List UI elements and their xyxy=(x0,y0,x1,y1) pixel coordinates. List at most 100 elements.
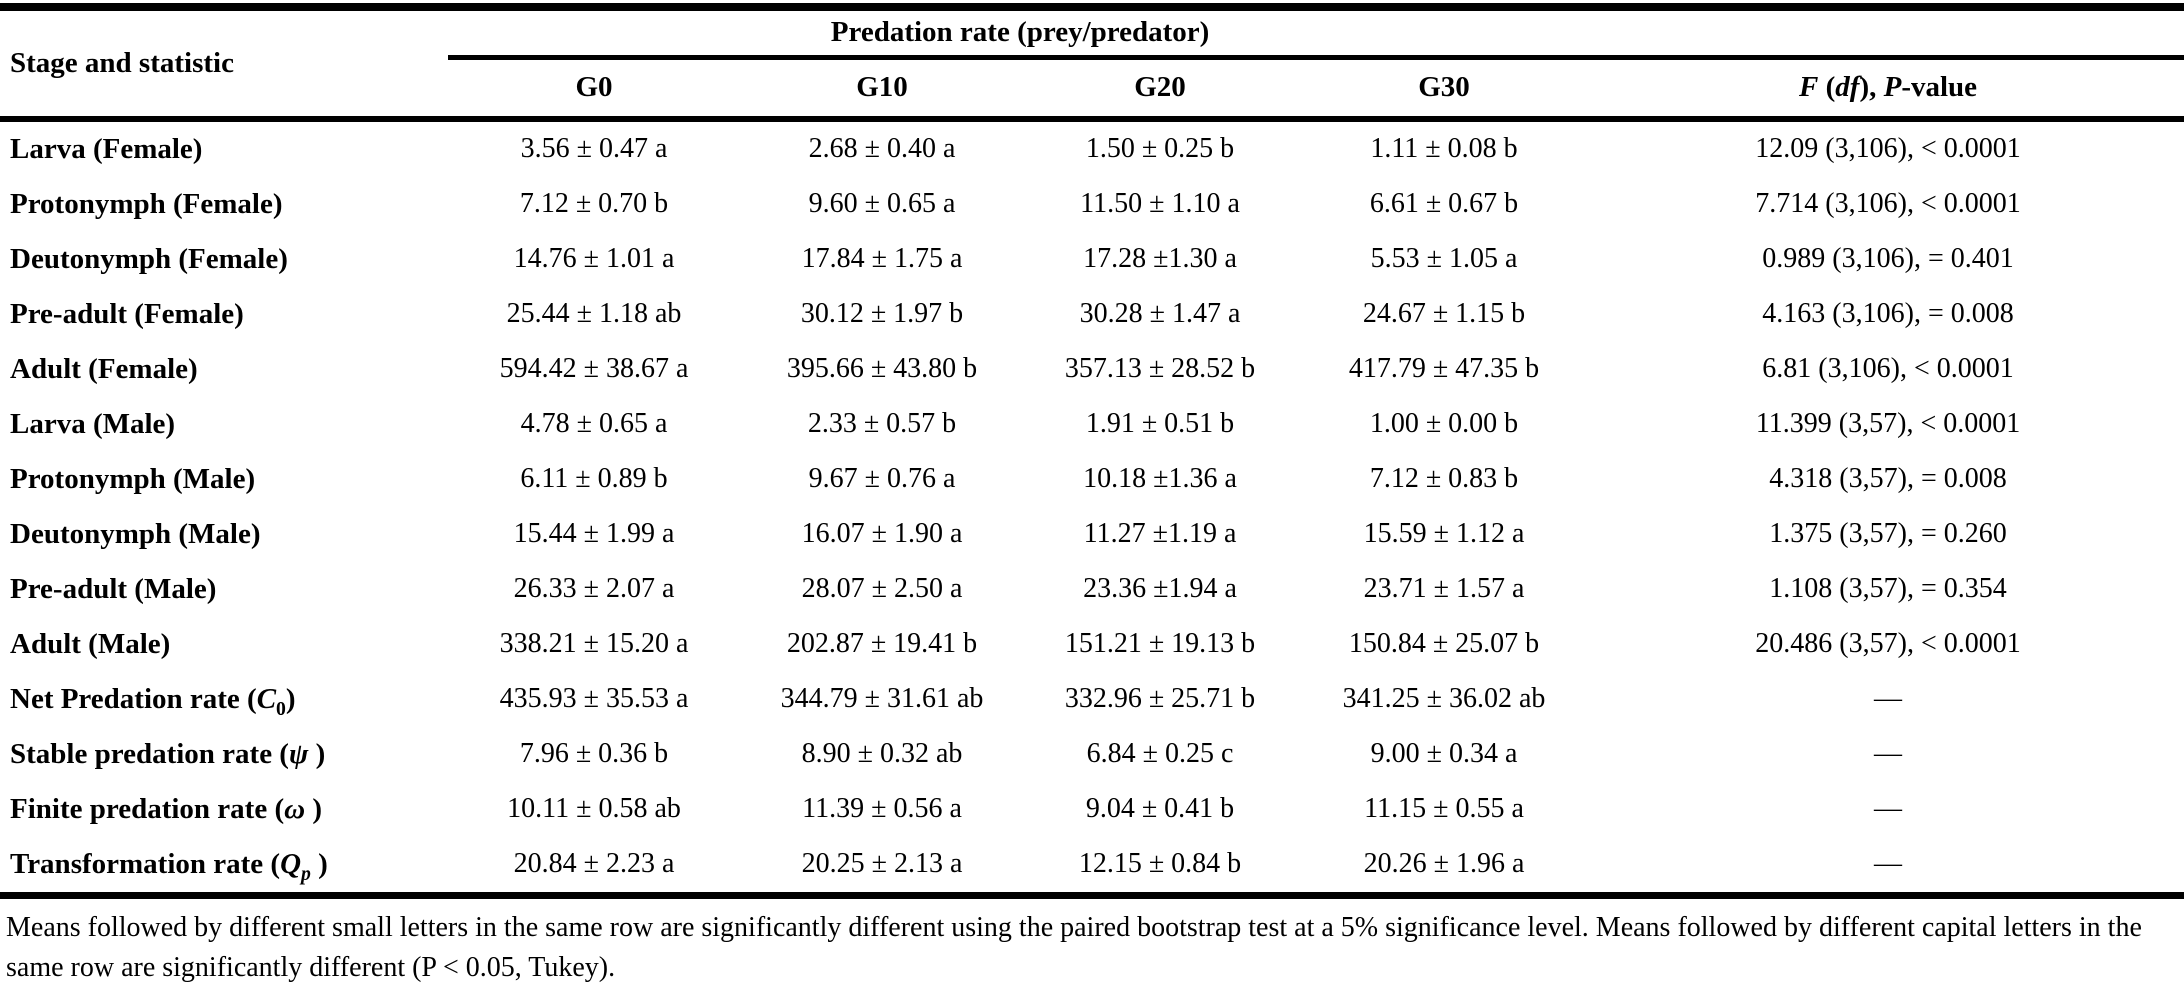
value-cell: 12.15 ± 0.84 b xyxy=(1024,836,1296,899)
value-cell: 594.42 ± 38.67 a xyxy=(499,353,689,384)
value-cell: 10.18 ±1.36 a xyxy=(1083,463,1237,494)
value-cell: 6.81 (3,106), < 0.0001 xyxy=(1762,353,2014,384)
value-cell: 11.39 ± 0.56 a xyxy=(802,793,962,824)
value-cell: 6.84 ± 0.25 c xyxy=(1086,738,1234,769)
table-row: Pre-adult (Female) 25.44 ± 1.18 ab 30.12… xyxy=(0,287,2184,342)
value-cell: 20.84 ± 2.23 a xyxy=(448,836,740,899)
column-header-row: G0 G10 G20 G30 F (df), P-value xyxy=(0,57,2184,122)
value-cell: 1.00 ± 0.00 b xyxy=(1369,408,1519,439)
value-cell: 8.90 ± 0.32 ab xyxy=(801,738,963,769)
value-cell: 435.93 ± 35.53 a xyxy=(499,683,689,714)
value-cell: 338.21 ± 15.20 a xyxy=(499,628,689,659)
value-cell: — xyxy=(1592,836,2184,899)
value-cell: 2.33 ± 0.57 b xyxy=(807,408,957,439)
predation-rate-table: Stage and statistic Predation rate (prey… xyxy=(0,3,2184,899)
corner-header: Stage and statistic xyxy=(0,7,448,122)
value-cell: 2.68 ± 0.40 a xyxy=(808,133,956,164)
value-cell: 10.11 ± 0.58 ab xyxy=(507,793,681,824)
value-cell: 23.36 ±1.94 a xyxy=(1083,573,1237,604)
table-row: Pre-adult (Male) 26.33 ± 2.07 a 28.07 ± … xyxy=(0,562,2184,617)
value-cell: 30.28 ± 1.47 a xyxy=(1079,298,1241,329)
value-cell: 9.00 ± 0.34 a xyxy=(1370,738,1518,769)
value-cell: 395.66 ± 43.80 b xyxy=(786,353,978,384)
value-cell: 4.78 ± 0.65 a xyxy=(520,408,668,439)
value-cell: 14.76 ± 1.01 a xyxy=(513,243,675,274)
table-row: Transformation rate (Qp ) 20.84 ± 2.23 a… xyxy=(0,836,2184,899)
value-cell: 6.61 ± 0.67 b xyxy=(1369,188,1519,219)
stage-label: Larva (Male) xyxy=(10,407,176,440)
column-header-g10: G10 xyxy=(740,57,1024,122)
value-cell: 3.56 ± 0.47 a xyxy=(520,133,668,164)
stage-label: Larva (Female) xyxy=(10,132,203,165)
stage-label: Protonymph (Male) xyxy=(10,462,256,495)
value-cell: 150.84 ± 25.07 b xyxy=(1348,628,1540,659)
stage-label: Stable predation rate (ψ ) xyxy=(10,737,326,770)
value-cell: 7.96 ± 0.36 b xyxy=(519,738,669,769)
stage-label: Pre-adult (Female) xyxy=(10,297,244,330)
table-row: Larva (Male) 4.78 ± 0.65 a 2.33 ± 0.57 b… xyxy=(0,397,2184,452)
value-cell: — xyxy=(1874,738,1903,769)
column-header-f-p-value: F (df), P-value xyxy=(1592,57,2184,122)
value-cell: 7.12 ± 0.70 b xyxy=(519,188,669,219)
value-cell: 17.28 ±1.30 a xyxy=(1083,243,1237,274)
table-row: Deutonymph (Male) 15.44 ± 1.99 a 16.07 ±… xyxy=(0,507,2184,562)
value-cell: 9.67 ± 0.76 a xyxy=(808,463,956,494)
value-cell: 23.71 ± 1.57 a xyxy=(1363,573,1525,604)
column-header-g30: G30 xyxy=(1296,57,1592,122)
stage-label: Adult (Female) xyxy=(10,352,198,385)
value-cell: 202.87 ± 19.41 b xyxy=(786,628,978,659)
spanner-header: Predation rate (prey/predator) xyxy=(448,7,2184,60)
value-cell: 1.91 ± 0.51 b xyxy=(1085,408,1235,439)
stage-label: Protonymph (Female) xyxy=(10,187,283,220)
table-row: Adult (Female) 594.42 ± 38.67 a 395.66 ±… xyxy=(0,342,2184,397)
table-footnote: Means followed by different small letter… xyxy=(6,911,2142,983)
value-cell: 1.375 (3,57), = 0.260 xyxy=(1769,518,2007,549)
value-cell: 7.12 ± 0.83 b xyxy=(1369,463,1519,494)
value-cell: 28.07 ± 2.50 a xyxy=(801,573,963,604)
value-cell: 11.399 (3,57), < 0.0001 xyxy=(1755,408,2021,439)
value-cell: — xyxy=(1874,793,1903,824)
value-cell: 151.21 ± 19.13 b xyxy=(1064,628,1256,659)
value-cell: 344.79 ± 31.61 ab xyxy=(780,683,984,714)
table-header: Stage and statistic Predation rate (prey… xyxy=(0,7,2184,122)
value-cell: 7.714 (3,106), < 0.0001 xyxy=(1755,188,2021,219)
stage-label: Finite predation rate (ω ) xyxy=(10,792,323,825)
stage-label: Deutonymph (Male) xyxy=(10,517,261,550)
value-cell: 5.53 ± 1.05 a xyxy=(1370,243,1518,274)
column-header-g20: G20 xyxy=(1024,57,1296,122)
table-body: Larva (Female) 3.56 ± 0.47 a 2.68 ± 0.40… xyxy=(0,119,2184,899)
value-cell: 11.27 ±1.19 a xyxy=(1083,518,1237,549)
value-cell: 4.163 (3,106), = 0.008 xyxy=(1762,298,2014,329)
value-cell: 15.44 ± 1.99 a xyxy=(513,518,675,549)
stage-label: Transformation rate (Qp ) xyxy=(0,836,448,899)
value-cell: 15.59 ± 1.12 a xyxy=(1363,518,1525,549)
value-cell: 1.50 ± 0.25 b xyxy=(1085,133,1235,164)
stage-label: Pre-adult (Male) xyxy=(10,572,217,605)
value-cell: 4.318 (3,57), = 0.008 xyxy=(1769,463,2007,494)
value-cell: 1.11 ± 0.08 b xyxy=(1370,133,1518,164)
value-cell: 20.486 (3,57), < 0.0001 xyxy=(1755,628,2021,659)
value-cell: 6.11 ± 0.89 b xyxy=(520,463,668,494)
value-cell: 9.04 ± 0.41 b xyxy=(1085,793,1235,824)
page: Stage and statistic Predation rate (prey… xyxy=(0,3,2184,1001)
value-cell: 341.25 ± 36.02 ab xyxy=(1342,683,1546,714)
value-cell: 30.12 ± 1.97 b xyxy=(800,298,964,329)
value-cell: 11.50 ± 1.10 a xyxy=(1080,188,1240,219)
table-row: Adult (Male) 338.21 ± 15.20 a 202.87 ± 1… xyxy=(0,617,2184,672)
stage-label: Deutonymph (Female) xyxy=(10,242,288,275)
value-cell: 26.33 ± 2.07 a xyxy=(513,573,675,604)
table-row: Protonymph (Male) 6.11 ± 0.89 b 9.67 ± 0… xyxy=(0,452,2184,507)
value-cell: — xyxy=(1874,683,1903,714)
value-cell: 20.25 ± 2.13 a xyxy=(740,836,1024,899)
spanner-row: Stage and statistic Predation rate (prey… xyxy=(0,7,2184,122)
value-cell: 0.989 (3,106), = 0.401 xyxy=(1762,243,2014,274)
table-row: Stable predation rate (ψ ) 7.96 ± 0.36 b… xyxy=(0,727,2184,782)
table-row: Protonymph (Female) 7.12 ± 0.70 b 9.60 ±… xyxy=(0,177,2184,232)
value-cell: 332.96 ± 25.71 b xyxy=(1064,683,1256,714)
stage-label: Adult (Male) xyxy=(10,627,171,660)
value-cell: 25.44 ± 1.18 ab xyxy=(506,298,682,329)
column-header-g0: G0 xyxy=(448,57,740,122)
value-cell: 24.67 ± 1.15 b xyxy=(1362,298,1526,329)
stage-label: Net Predation rate (C0) xyxy=(10,682,296,720)
value-cell: 17.84 ± 1.75 a xyxy=(801,243,963,274)
